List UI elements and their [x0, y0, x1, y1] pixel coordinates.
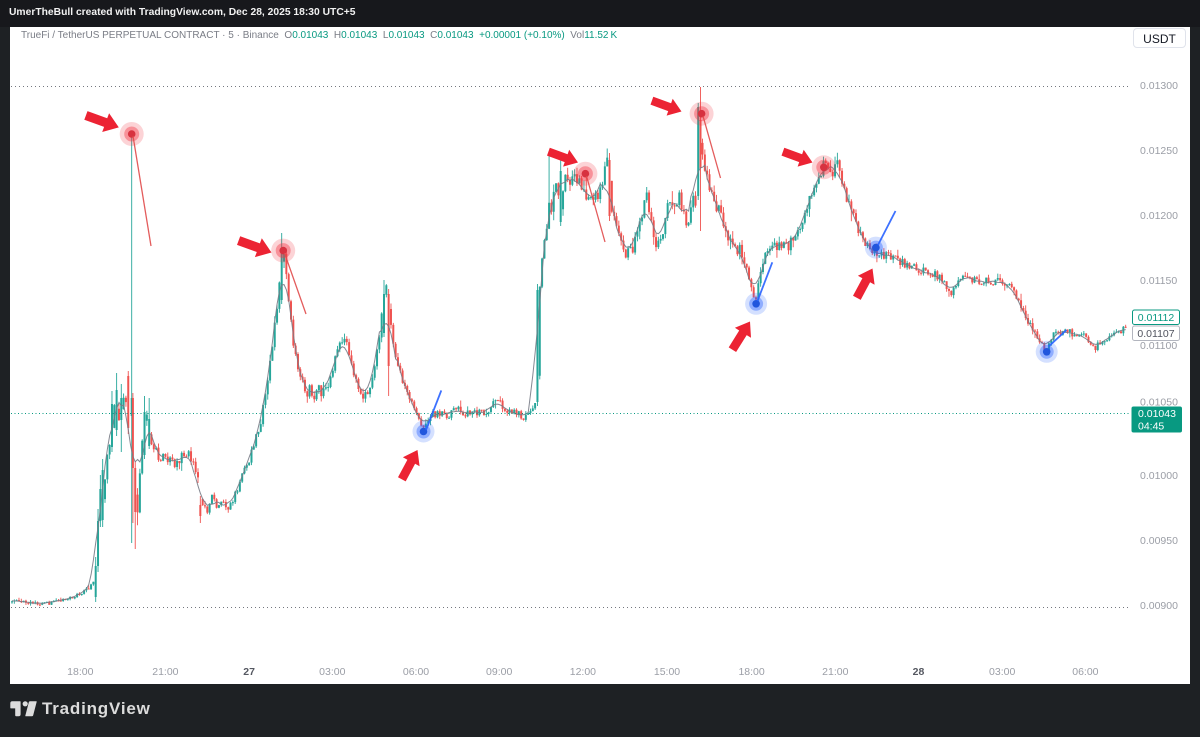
- svg-text:12:00: 12:00: [570, 666, 596, 678]
- svg-text:28: 28: [913, 666, 925, 678]
- svg-text:0.01250: 0.01250: [1140, 145, 1178, 157]
- svg-text:06:00: 06:00: [403, 666, 429, 678]
- svg-text:18:00: 18:00: [67, 666, 93, 678]
- svg-text:18:00: 18:00: [738, 666, 764, 678]
- svg-text:0.01100: 0.01100: [1140, 340, 1177, 352]
- svg-text:0.01112: 0.01112: [1138, 312, 1175, 324]
- svg-text:21:00: 21:00: [152, 666, 178, 678]
- svg-text:0.00950: 0.00950: [1140, 535, 1178, 547]
- svg-text:15:00: 15:00: [654, 666, 680, 678]
- svg-text:03:00: 03:00: [319, 666, 345, 678]
- svg-text:21:00: 21:00: [822, 666, 848, 678]
- svg-text:0.01107: 0.01107: [1137, 328, 1174, 340]
- svg-text:0.01000: 0.01000: [1140, 470, 1178, 482]
- svg-text:0.00900: 0.00900: [1140, 600, 1178, 612]
- svg-text:0.01300: 0.01300: [1140, 80, 1178, 92]
- svg-text:0.01050: 0.01050: [1140, 397, 1178, 409]
- svg-text:03:00: 03:00: [989, 666, 1015, 678]
- svg-text:0.01150: 0.01150: [1140, 275, 1177, 287]
- svg-text:04:45: 04:45: [1138, 421, 1164, 433]
- svg-text:0.01200: 0.01200: [1140, 210, 1178, 222]
- svg-text:27: 27: [243, 666, 255, 678]
- svg-text:06:00: 06:00: [1072, 666, 1098, 678]
- svg-text:0.01043: 0.01043: [1138, 408, 1176, 420]
- svg-text:09:00: 09:00: [486, 666, 512, 678]
